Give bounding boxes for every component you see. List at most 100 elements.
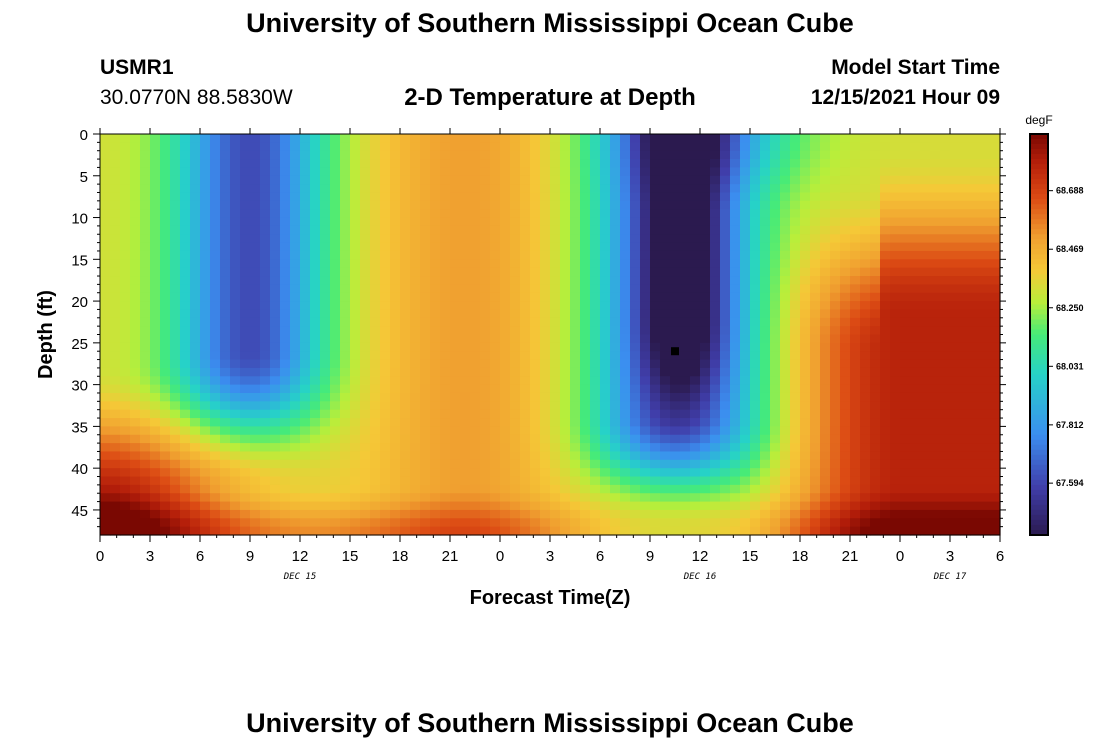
heatmap-cell — [290, 476, 301, 486]
heatmap-cell — [930, 401, 941, 411]
heatmap-cell — [220, 142, 231, 152]
heatmap-cell — [730, 209, 741, 219]
heatmap-cell — [870, 392, 881, 402]
heatmap-cell — [840, 242, 851, 252]
heatmap-cell — [400, 167, 411, 177]
heatmap-cell — [620, 468, 631, 478]
heatmap-cell — [910, 250, 921, 260]
heatmap-cell — [430, 142, 441, 152]
heatmap-cell — [570, 317, 581, 327]
heatmap-cell — [800, 351, 811, 361]
heatmap-cell — [730, 284, 741, 294]
heatmap-cell — [600, 384, 611, 394]
heatmap-cell — [600, 200, 611, 210]
colorbar-segment — [1030, 189, 1048, 195]
heatmap-cell — [810, 459, 821, 469]
heatmap-cell — [520, 301, 531, 311]
heatmap-cell — [890, 250, 901, 260]
heatmap-cell — [550, 342, 561, 352]
heatmap-cell — [940, 426, 951, 436]
heatmap-cell — [140, 359, 151, 369]
heatmap-cell — [380, 401, 391, 411]
heatmap-cell — [230, 134, 241, 143]
heatmap-cell — [290, 384, 301, 394]
heatmap-cell — [940, 301, 951, 311]
heatmap-cell — [970, 175, 981, 185]
heatmap-cell — [470, 217, 481, 227]
heatmap-cell — [490, 351, 501, 361]
heatmap-cell — [870, 276, 881, 285]
heatmap-cell — [920, 392, 931, 402]
heatmap-cell — [760, 443, 771, 453]
heatmap-cell — [570, 443, 581, 453]
heatmap-cell — [780, 342, 791, 352]
heatmap-cell — [420, 509, 431, 519]
heatmap-cell — [390, 518, 401, 528]
heatmap-cell — [280, 501, 291, 511]
heatmap-cell — [330, 309, 341, 319]
heatmap-cell — [630, 459, 641, 469]
heatmap-cell — [710, 167, 721, 177]
heatmap-cell — [820, 476, 831, 486]
heatmap-cell — [540, 426, 551, 436]
heatmap-cell — [100, 309, 111, 319]
heatmap-cell — [530, 225, 541, 235]
heatmap-cell — [800, 401, 811, 411]
heatmap-cell — [830, 242, 841, 252]
heatmap-cell — [810, 175, 821, 185]
heatmap-cell — [100, 192, 111, 202]
heatmap-cell — [370, 351, 381, 361]
heatmap-cell — [950, 434, 961, 444]
heatmap-cell — [810, 234, 821, 244]
heatmap-cell — [700, 209, 711, 219]
heatmap-cell — [330, 342, 341, 352]
heatmap-cell — [780, 217, 791, 227]
heatmap-cell — [490, 150, 501, 160]
heatmap-cell — [610, 509, 621, 519]
heatmap-cell — [140, 200, 151, 210]
heatmap-cell — [820, 167, 831, 177]
heatmap-cell — [350, 317, 361, 327]
heatmap-cell — [260, 225, 271, 235]
heatmap-cell — [240, 501, 251, 511]
heatmap-cell — [310, 134, 321, 143]
heatmap-cell — [120, 434, 131, 444]
colorbar-segment — [1030, 179, 1048, 185]
heatmap-cell — [260, 468, 271, 478]
heatmap-cell — [170, 334, 181, 344]
heatmap-cell — [980, 401, 991, 411]
heatmap-cell — [770, 250, 781, 260]
heatmap-cell — [990, 326, 1001, 336]
heatmap-cell — [150, 351, 161, 361]
heatmap-cell — [180, 434, 191, 444]
heatmap-cell — [980, 376, 991, 386]
heatmap-cell — [220, 351, 231, 361]
heatmap-cell — [280, 418, 291, 427]
heatmap-cell — [670, 301, 681, 311]
heatmap-cell — [980, 217, 991, 227]
heatmap-cell — [680, 493, 691, 503]
heatmap-cell — [330, 518, 341, 528]
heatmap-cell — [820, 443, 831, 453]
heatmap-cell — [700, 501, 711, 511]
heatmap-cell — [380, 217, 391, 227]
heatmap-cell — [340, 426, 351, 436]
heatmap-cell — [300, 326, 311, 336]
heatmap-cell — [790, 159, 801, 169]
heatmap-cell — [100, 359, 111, 369]
heatmap-cell — [200, 426, 211, 436]
heatmap-cell — [970, 225, 981, 235]
heatmap-cell — [500, 292, 511, 302]
heatmap-cell — [870, 501, 881, 511]
heatmap-cell — [730, 367, 741, 377]
heatmap-cell — [730, 359, 741, 369]
heatmap-cell — [730, 167, 741, 177]
heatmap-cell — [770, 326, 781, 336]
heatmap-cell — [530, 493, 541, 503]
heatmap-cell — [870, 217, 881, 227]
heatmap-cell — [710, 284, 721, 294]
heatmap-cell — [760, 351, 771, 361]
heatmap-cell — [450, 367, 461, 377]
heatmap-cell — [180, 150, 191, 160]
heatmap-cell — [100, 276, 111, 285]
